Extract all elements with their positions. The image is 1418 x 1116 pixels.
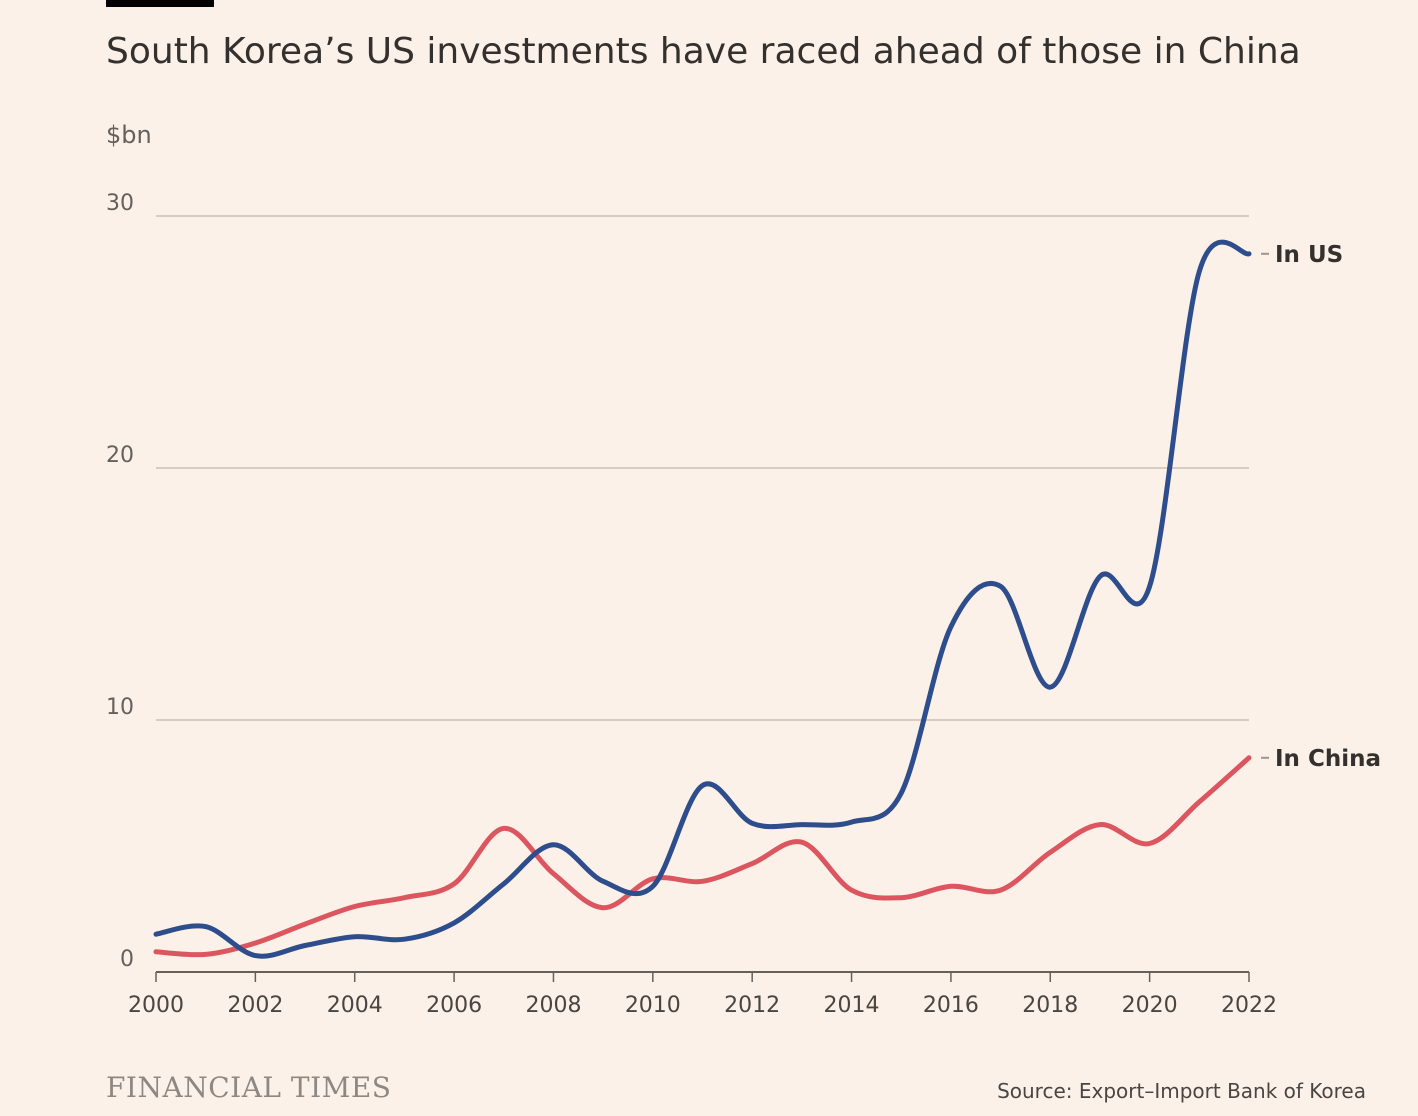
x-tick-label: 2000 — [128, 993, 184, 1018]
y-tick-label: 20 — [106, 443, 134, 468]
x-tick-label: 2008 — [525, 993, 581, 1018]
y-axis-unit-label: $bn — [106, 121, 152, 149]
y-tick-label: 10 — [106, 695, 134, 720]
y-tick-label: 0 — [120, 947, 134, 972]
x-tick-label: 2002 — [227, 993, 283, 1018]
x-tick-label: 2006 — [426, 993, 482, 1018]
series-label-in-china: In China — [1275, 746, 1381, 772]
source-note: Source: Export–Import Bank of Korea — [997, 1079, 1366, 1103]
series-lines — [153, 239, 1252, 959]
x-tick-label: 2022 — [1221, 993, 1277, 1018]
chart-title: South Korea’s US investments have raced … — [106, 31, 1301, 72]
y-axis-tick-labels: 0 10 20 30 — [106, 191, 134, 972]
x-tick-label: 2020 — [1122, 993, 1178, 1018]
series-label-in-us: In US — [1275, 242, 1343, 268]
x-tick-label: 2018 — [1022, 993, 1078, 1018]
x-axis — [155, 971, 1250, 982]
x-tick-label: 2004 — [327, 993, 383, 1018]
x-tick-label: 2012 — [724, 993, 780, 1018]
x-tick-label: 2014 — [824, 993, 880, 1018]
series-end-labels: In China In US — [1261, 242, 1381, 772]
x-tick-label: 2010 — [625, 993, 681, 1018]
y-tick-label: 30 — [106, 191, 134, 216]
x-axis-tick-labels: 2000 2002 2004 2006 2008 2010 2012 2014 2016 2018… — [128, 993, 1277, 1018]
ft-accent-bar — [106, 0, 214, 7]
publisher-logo: FINANCIAL TIMES — [106, 1071, 392, 1104]
series-line-in-us — [153, 239, 1252, 959]
series-line-in-china — [153, 755, 1252, 958]
gridlines — [156, 215, 1249, 721]
x-tick-label: 2016 — [923, 993, 979, 1018]
